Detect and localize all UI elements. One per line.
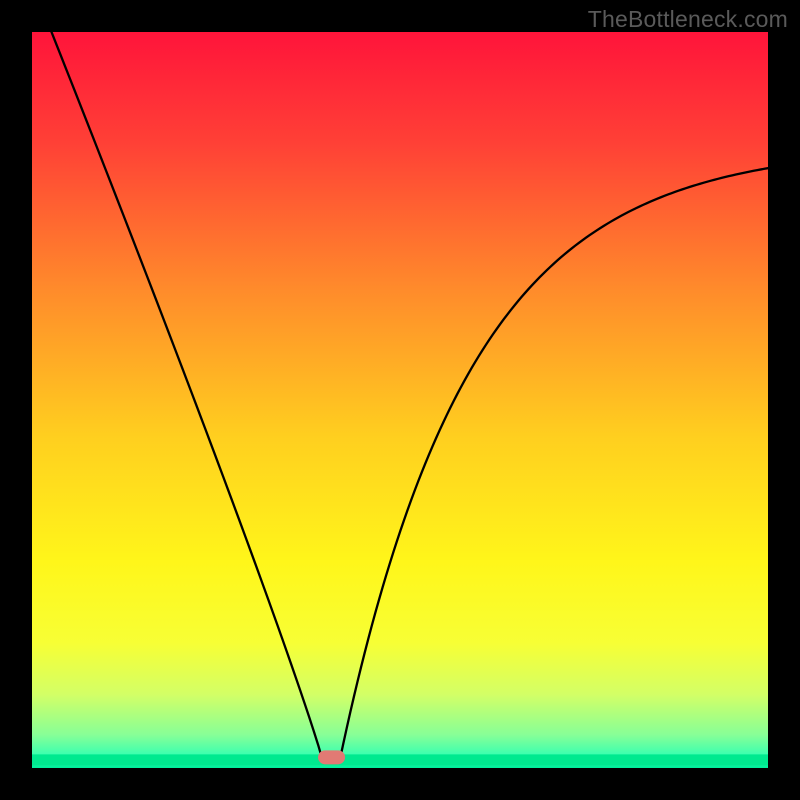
plot-background-gradient (32, 32, 768, 768)
bottom-green-band (32, 754, 768, 765)
chart-container: TheBottleneck.com (0, 0, 800, 800)
bottleneck-chart (0, 0, 800, 800)
minimum-marker (318, 750, 345, 764)
watermark-label: TheBottleneck.com (588, 6, 788, 33)
